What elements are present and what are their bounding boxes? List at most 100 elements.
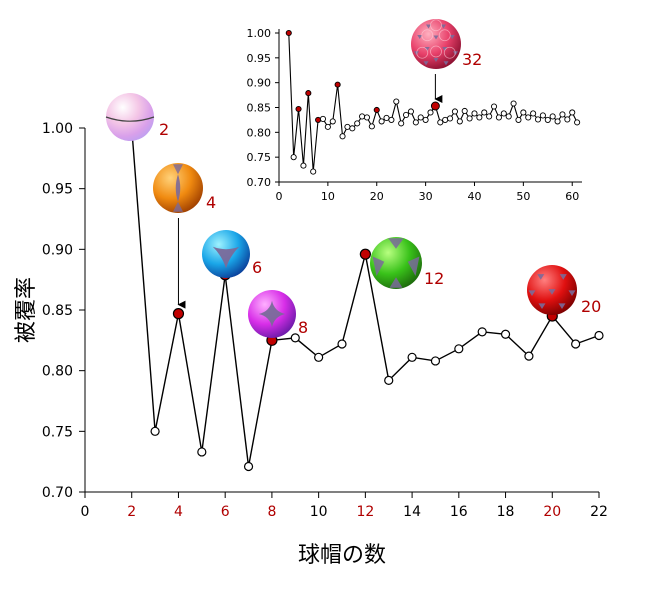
inset-data-point	[368, 123, 375, 130]
inset-x-tick-label: 20	[370, 190, 384, 203]
x-tick-label: 12	[356, 504, 374, 520]
sphere-illustration	[411, 19, 461, 69]
cap-gap	[568, 290, 576, 296]
inset-data-point	[486, 113, 493, 120]
inset-y-tick-label: 0.95	[247, 52, 272, 65]
data-point	[594, 330, 604, 341]
inset-data-point	[466, 115, 473, 122]
inset-y-tick-label: 0.70	[247, 176, 272, 189]
inset-y-tick-label: 1.00	[247, 27, 272, 40]
inset-data-point	[505, 113, 512, 120]
inset-data-point	[373, 106, 380, 114]
inset-data-point	[378, 118, 385, 125]
cap-gap	[173, 164, 183, 175]
inset-data-point	[574, 119, 581, 126]
inset-x-tick-label: 50	[516, 190, 530, 203]
x-tick-label: 8	[267, 504, 276, 520]
annotation-label: 12	[424, 269, 444, 288]
cap-gap	[537, 274, 545, 280]
inset-data-point	[393, 98, 400, 105]
inset-data-point	[300, 162, 307, 169]
inset-data-point	[461, 107, 468, 115]
inset-data-point	[295, 105, 302, 113]
inset-data-point	[451, 108, 458, 115]
inset-data-point	[427, 109, 434, 116]
cap-gap	[417, 35, 423, 39]
cap-gap	[548, 289, 556, 295]
data-point	[150, 426, 160, 436]
data-point	[359, 248, 371, 260]
x-axis-title: 球帽の数	[298, 543, 386, 568]
inset-data-point	[442, 116, 449, 123]
x-tick-label: 6	[221, 504, 230, 520]
annotation-label: 8	[298, 318, 308, 337]
y-tick-label: 0.70	[42, 485, 73, 501]
data-point	[197, 447, 207, 457]
cap-gap	[559, 274, 567, 280]
cap-gap	[441, 24, 446, 29]
inset-y-tick-label: 0.80	[247, 126, 272, 139]
inset-data-point	[544, 116, 551, 123]
inset-data-point	[446, 115, 454, 122]
sphere-illustration	[370, 237, 422, 289]
inset-y-tick-label: 0.90	[247, 77, 272, 90]
inset-data-point	[407, 108, 415, 115]
x-tick-label: 16	[450, 504, 468, 520]
inset-data-point	[510, 100, 517, 107]
inset-data-point	[290, 154, 297, 161]
inset-data-point	[329, 118, 336, 125]
inset-data-point	[495, 114, 502, 121]
inset-data-point	[344, 123, 351, 130]
data-point	[172, 308, 185, 320]
inset-data-point	[334, 81, 341, 88]
cap-gap	[372, 256, 385, 276]
inset-data-point	[430, 101, 440, 111]
cap-gap	[433, 35, 439, 40]
data-point	[500, 329, 511, 339]
inset-y-tick-label: 0.75	[247, 151, 272, 164]
cap-gap	[424, 47, 430, 51]
y-tick-label: 0.95	[42, 182, 73, 198]
inset-data-point	[554, 118, 561, 125]
inset-data-point	[456, 118, 463, 125]
y-axis-title: 被覆率	[14, 277, 39, 343]
y-tick-label: 0.90	[42, 242, 73, 258]
inset-data-point	[315, 116, 322, 123]
inset-annotation-label: 32	[462, 50, 482, 69]
annotation-label: 2	[159, 120, 169, 139]
cap-gap	[558, 303, 566, 309]
data-point	[430, 356, 441, 366]
inset-data-point	[437, 119, 444, 126]
cap-gap	[423, 61, 429, 66]
inset-x-tick-label: 40	[467, 190, 481, 203]
cap-gap	[407, 256, 420, 276]
inset-data-point	[422, 116, 429, 123]
inset-y-tick-label: 0.85	[247, 102, 272, 115]
cap-outline	[416, 46, 429, 59]
cap-gap	[538, 303, 546, 309]
inset-data-point	[319, 115, 327, 122]
cap-gap	[212, 246, 240, 269]
inset-data-point	[305, 90, 312, 97]
data-point	[454, 344, 464, 354]
inset-data-point	[354, 120, 361, 127]
inset-data-point	[549, 113, 556, 120]
x-tick-label: 22	[590, 504, 608, 520]
inset-data-point	[569, 109, 576, 116]
inset-x-tick-label: 60	[565, 190, 579, 203]
data-point	[243, 461, 254, 472]
inset-data-point	[564, 116, 571, 123]
cap-gap	[173, 201, 183, 212]
data-point	[407, 352, 417, 362]
inset-x-tick-label: 10	[321, 190, 335, 203]
inset-data-point	[388, 116, 395, 123]
annotation-label: 4	[206, 193, 216, 212]
inset-data-point	[539, 112, 546, 119]
data-point	[384, 375, 394, 385]
inset-x-tick-label: 30	[419, 190, 433, 203]
sphere-body	[106, 93, 154, 141]
inset-data-point	[412, 119, 419, 126]
inset-data-point	[534, 116, 542, 123]
cap-outline	[430, 45, 442, 58]
